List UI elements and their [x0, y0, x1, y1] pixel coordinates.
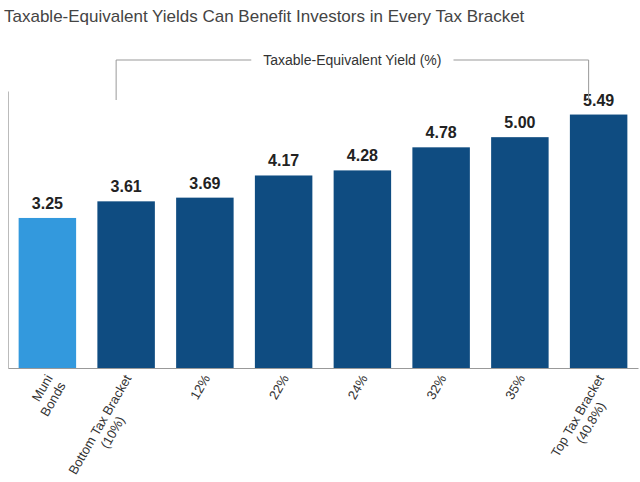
x-tick-label: 32%	[423, 372, 449, 402]
x-tick-label-line: Bonds	[37, 379, 69, 419]
bar	[491, 137, 548, 368]
data-label: 3.61	[111, 178, 142, 195]
chart: Taxable-Equivalent Yields Can Benefit In…	[0, 0, 640, 482]
bar	[570, 115, 627, 368]
y-axis	[8, 92, 9, 369]
x-tick-label-line: 12%	[187, 372, 213, 402]
bar	[176, 198, 233, 368]
x-tick-label: 12%	[187, 372, 213, 402]
annotation-bracket	[116, 60, 589, 100]
y-axis-line	[8, 92, 9, 369]
x-tick-label: Bottom Tax Bracket(10%)	[65, 372, 147, 482]
x-tick: 12%	[187, 372, 213, 402]
data-label: 4.28	[347, 147, 378, 164]
x-tick: 24%	[345, 372, 371, 402]
bar	[334, 170, 391, 368]
x-tick-label-line: (40.8%)	[573, 399, 609, 446]
data-label: 4.78	[426, 124, 457, 141]
bar	[255, 175, 312, 368]
x-tick-label: 35%	[502, 372, 528, 402]
x-axis-line	[9, 368, 639, 369]
x-tick-label: Top Tax Bracket(40.8%)	[548, 372, 620, 467]
x-tick-label-line: 35%	[502, 372, 528, 402]
annotation-text: Taxable-Equivalent Yield (%)	[263, 52, 441, 68]
x-axis: MuniBondsBottom Tax Bracket(10%) 12% 22% 24…	[9, 369, 639, 482]
x-tick-label-line: 32%	[423, 372, 449, 402]
x-tick-label: MuniBonds	[24, 372, 69, 419]
x-tick: 35%	[502, 372, 528, 402]
x-tick-label: 22%	[266, 372, 292, 402]
x-tick: Top Tax Bracket(40.8%)	[548, 372, 620, 467]
data-label: 3.25	[32, 195, 63, 212]
x-tick: 32%	[423, 372, 449, 402]
data-labels: 3.25 3.61 3.69 4.17 4.28 4.78 5.00 5.49	[32, 92, 614, 212]
data-label: 3.69	[189, 175, 220, 192]
x-tick-label-line: 24%	[345, 372, 371, 402]
data-label: 5.49	[583, 92, 614, 109]
bar	[97, 201, 154, 368]
bars	[19, 115, 628, 368]
bar	[19, 218, 76, 368]
bar	[412, 147, 469, 368]
x-tick: Bottom Tax Bracket(10%)	[65, 372, 147, 482]
data-label: 5.00	[504, 114, 535, 131]
title: Taxable-Equivalent Yields Can Benefit In…	[4, 7, 525, 26]
data-label: 4.17	[268, 152, 299, 169]
x-tick-label-line: (10%)	[97, 413, 127, 451]
annotation: Taxable-Equivalent Yield (%)	[116, 52, 589, 100]
x-tick-label-line: 22%	[266, 372, 292, 402]
x-tick-label: 24%	[345, 372, 371, 402]
x-tick: MuniBonds	[24, 372, 69, 419]
x-tick-label-line: Bottom Tax Bracket	[65, 372, 134, 477]
x-tick: 22%	[266, 372, 292, 402]
